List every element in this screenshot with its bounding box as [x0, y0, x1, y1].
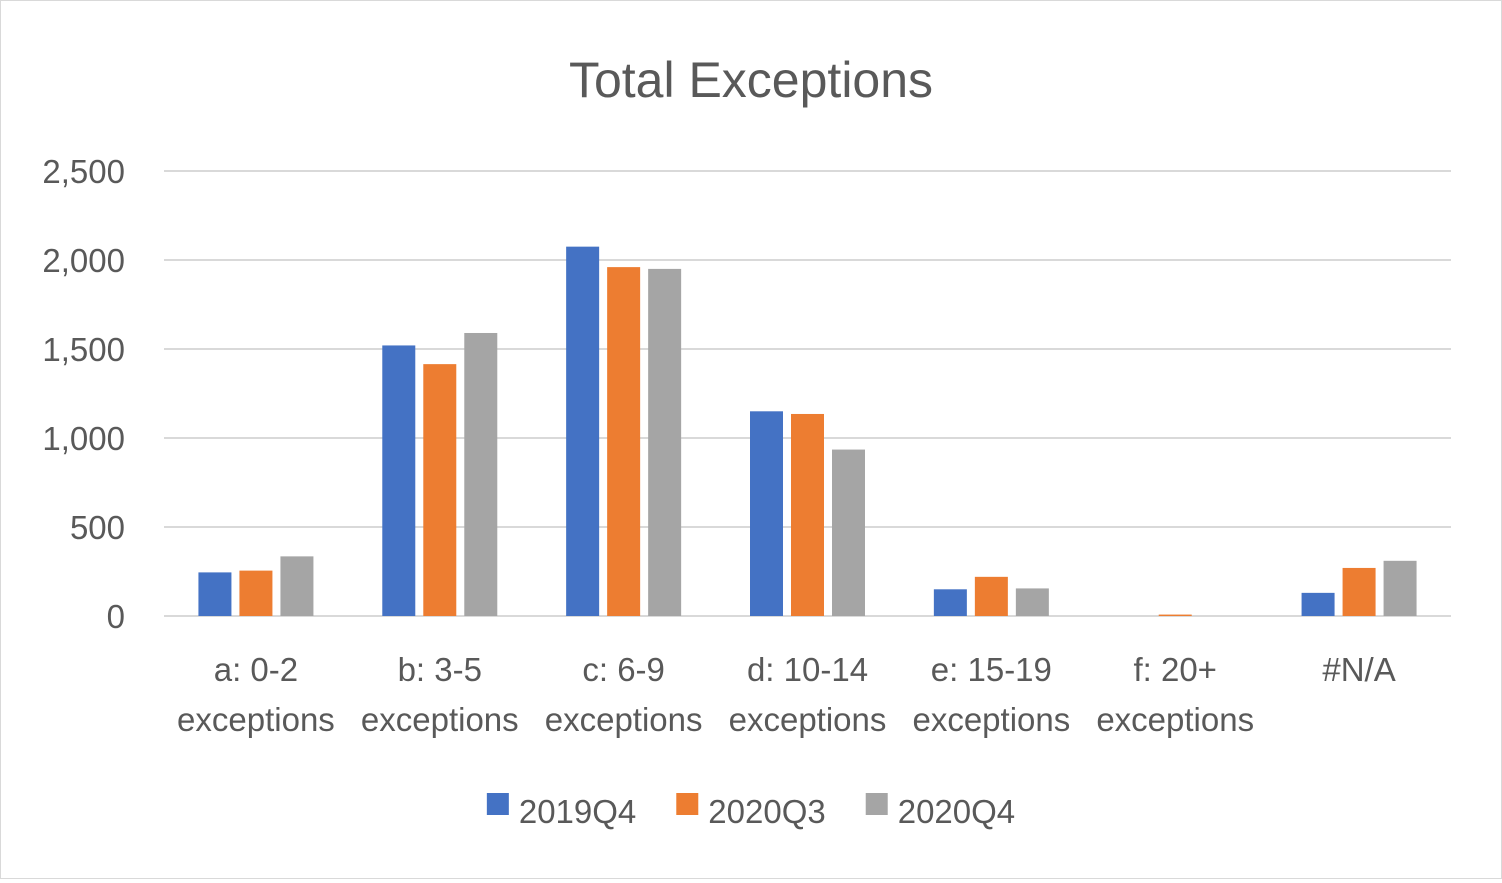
legend-label: 2020Q3 — [708, 793, 825, 830]
x-category-label: f: 20+ exceptions — [1096, 651, 1254, 738]
bar-2020q4 — [1383, 560, 1417, 616]
y-tick-label: 2,500 — [42, 153, 125, 190]
bar-2020q3 — [791, 413, 824, 616]
bar-2020q3 — [423, 364, 457, 616]
x-category-label: e: 15-19 exceptions — [912, 651, 1070, 738]
x-category-label: c: 6-9 exceptions — [545, 651, 703, 738]
bar-2020q3 — [239, 570, 273, 616]
bar-2020q3 — [607, 267, 641, 616]
bar-2020q3 — [1158, 614, 1192, 616]
x-category-label: #N/A — [1322, 651, 1395, 688]
bar-2020q4 — [1015, 588, 1049, 616]
x-axis-categories: a: 0-2 exceptions b: 3-5 exceptions c: 6-9 ex… — [177, 651, 1396, 738]
bar-2019q4 — [566, 246, 600, 616]
legend-label: 2020Q4 — [898, 793, 1015, 830]
bar-2019q4 — [750, 411, 783, 616]
bar-2019q4 — [1301, 592, 1335, 616]
legend-item: 2019Q4 — [486, 793, 636, 830]
bar-2020q3 — [974, 576, 1008, 616]
y-tick-label: 2,000 — [42, 242, 125, 279]
y-axis-ticks: 0 500 1,000 1,500 2,000 2,500 — [42, 153, 125, 635]
y-tick-label: 1,000 — [42, 420, 125, 457]
legend-swatch — [486, 793, 509, 815]
x-category-label: d: 10-14 exceptions — [729, 651, 887, 738]
bar-2020q3 — [1342, 567, 1376, 616]
legend-item: 2020Q4 — [865, 793, 1015, 830]
bar-2020q4 — [464, 332, 498, 616]
bar-2019q4 — [382, 345, 416, 616]
legend-label: 2019Q4 — [519, 793, 636, 830]
legend: 2019Q4 2020Q3 2020Q4 — [486, 793, 1015, 830]
x-category-label: a: 0-2 exceptions — [177, 651, 335, 738]
bar-2020q4 — [648, 268, 682, 616]
bar-2019q4 — [933, 589, 967, 616]
legend-swatch — [865, 793, 888, 815]
bars — [198, 246, 1417, 616]
y-tick-label: 500 — [70, 509, 125, 546]
y-tick-label: 0 — [107, 598, 125, 635]
y-tick-label: 1,500 — [42, 331, 125, 368]
legend-item: 2020Q3 — [676, 793, 826, 830]
bar-2019q4 — [198, 572, 232, 616]
bar-2020q4 — [832, 449, 865, 616]
chart-title: Total Exceptions — [569, 52, 933, 108]
x-category-label: b: 3-5 exceptions — [361, 651, 519, 738]
bar-2020q4 — [280, 556, 314, 616]
legend-swatch — [676, 793, 699, 815]
